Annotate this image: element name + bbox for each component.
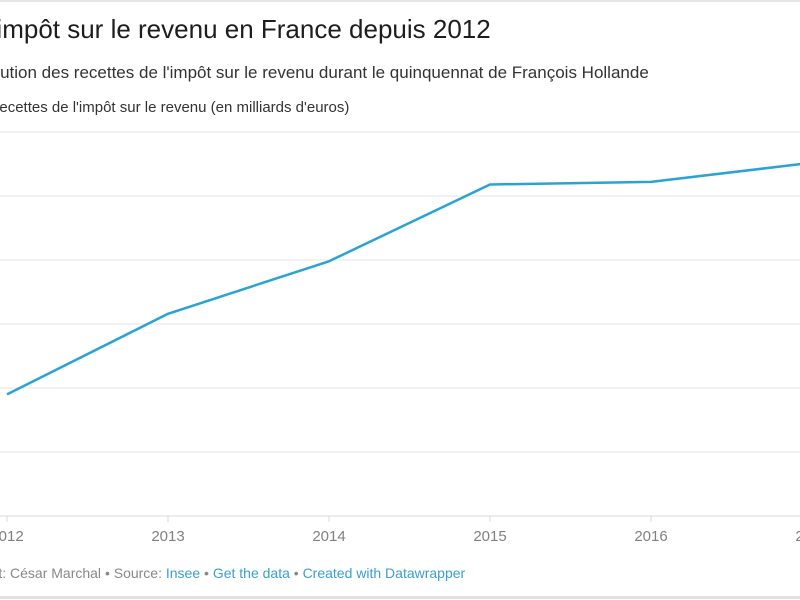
separator: • bbox=[104, 565, 110, 581]
separator: • bbox=[293, 565, 299, 581]
source-link[interactable]: Insee bbox=[165, 565, 201, 581]
x-tick-label: 2015 bbox=[473, 528, 506, 545]
data-line bbox=[6, 162, 800, 396]
footer: Chart: César Marchal • Source: Insee • G… bbox=[0, 565, 465, 581]
x-tick-label: 2012 bbox=[0, 528, 24, 545]
x-tick-label: 2017 bbox=[795, 528, 800, 545]
top-border bbox=[0, 0, 800, 2]
datawrapper-link[interactable]: Created with Datawrapper bbox=[302, 565, 466, 581]
x-tick-label: 2013 bbox=[151, 528, 184, 545]
bottom-border bbox=[0, 596, 800, 599]
get-data-link[interactable]: Get the data bbox=[212, 565, 290, 581]
y-axis-label: Les recettes de l'impôt sur le revenu (e… bbox=[0, 99, 350, 116]
chart-title: L'impôt sur le revenu en France depuis 2… bbox=[0, 14, 491, 44]
source-label: Source: bbox=[113, 565, 162, 581]
chart-subtitle: Évolution des recettes de l'impôt sur le… bbox=[0, 63, 649, 82]
x-tick-label: 2016 bbox=[634, 528, 667, 545]
byline: Chart: César Marchal bbox=[0, 565, 102, 581]
separator: • bbox=[204, 565, 209, 581]
x-tick-label: 2014 bbox=[312, 528, 345, 545]
